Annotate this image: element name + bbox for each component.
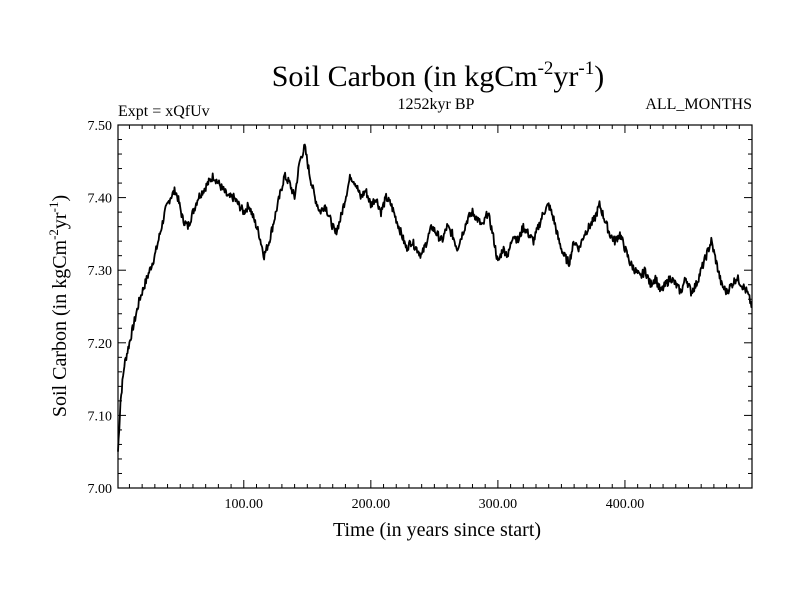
x-tick-label: 300.00: [479, 497, 518, 512]
tick-labels: 100.00 200.00 300.00 400.00 7.00 7.10 7.20 7.30…: [88, 119, 645, 512]
x-tick-label: 200.00: [352, 497, 391, 512]
y-tick-label: 7.30: [88, 264, 113, 279]
soil-carbon-series-line: [117, 143, 753, 452]
months-label: ALL_MONTHS: [645, 96, 752, 113]
x-axis-label: Time (in years since start): [333, 519, 541, 541]
period-label: 1252kyr BP: [398, 96, 475, 113]
x-tick-label: 400.00: [606, 497, 645, 512]
experiment-label: Expt = xQfUv: [118, 103, 210, 120]
y-tick-label: 7.40: [88, 192, 113, 207]
y-axis-label: Soil Carbon (in kgCm-2yr-1): [46, 195, 71, 417]
y-tick-label: 7.10: [88, 409, 113, 424]
axis-ticks: [118, 125, 752, 488]
x-tick-label: 100.00: [225, 497, 264, 512]
chart-title: Soil Carbon (in kgCm-2yr-1): [272, 58, 605, 93]
y-tick-label: 7.50: [88, 119, 113, 134]
y-tick-label: 7.20: [88, 337, 113, 352]
y-tick-label: 7.00: [88, 482, 113, 497]
